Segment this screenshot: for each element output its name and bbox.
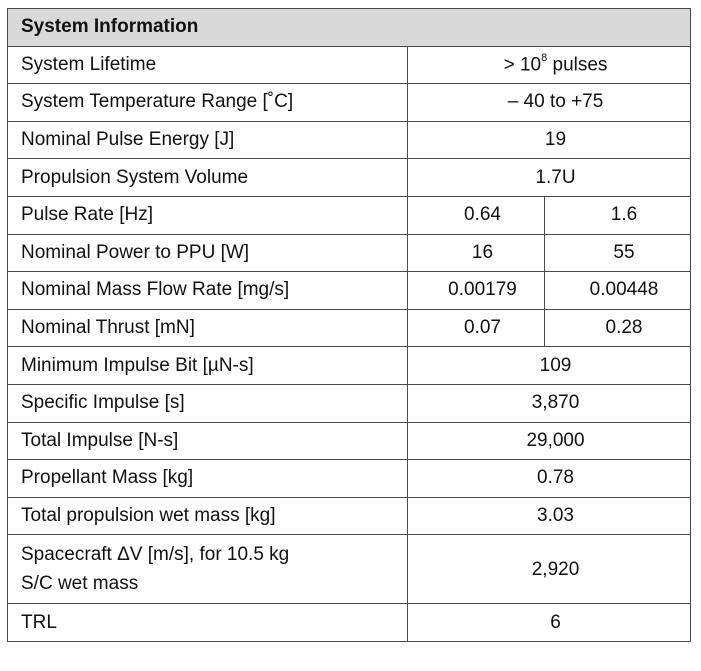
table-row: Nominal Power to PPU [W] 16 55 [7, 233, 691, 273]
row-value-high: 1.6 [544, 195, 691, 235]
row-value-low: 0.64 [407, 195, 545, 235]
row-value: 3.03 [407, 496, 691, 536]
table-row: Propellant Mass [kg] 0.78 [7, 459, 691, 498]
row-value-low: 0.00179 [407, 271, 545, 310]
row-value: 1.7U [407, 158, 691, 197]
table-row: System Lifetime > 108 pulses [7, 45, 691, 85]
row-value-low: 0.07 [407, 308, 545, 348]
table-row: Total Impulse [N-s] 29,000 [7, 421, 691, 461]
table-row: Specific Impulse [s] 3,870 [7, 383, 691, 423]
row-value-high: 55 [544, 233, 691, 273]
row-label: Total Impulse [N-s] [7, 421, 408, 461]
row-label: Pulse Rate [Hz] [7, 195, 408, 235]
table-row: Pulse Rate [Hz] 0.64 1.6 [7, 195, 691, 235]
table-row: Propulsion System Volume 1.7U [7, 158, 691, 197]
table-row: Nominal Mass Flow Rate [mg/s] 0.00179 0.… [7, 271, 691, 310]
table-header-row: System Information [7, 8, 691, 47]
row-label: Nominal Mass Flow Rate [mg/s] [7, 271, 408, 310]
row-value-low: 16 [407, 233, 545, 273]
row-label: Nominal Thrust [mN] [7, 308, 408, 348]
row-label: System Lifetime [7, 45, 408, 85]
row-label: System Temperature Range [˚C] [7, 83, 408, 122]
table-header: System Information [7, 8, 691, 47]
row-label: Propellant Mass [kg] [7, 459, 408, 498]
row-label: Nominal Power to PPU [W] [7, 233, 408, 273]
table-row: Nominal Thrust [mN] 0.07 0.28 [7, 308, 691, 348]
row-value-high: 0.00448 [544, 271, 691, 310]
table-row: TRL 6 [7, 603, 691, 642]
row-label: Propulsion System Volume [7, 158, 408, 197]
row-value: 19 [407, 120, 691, 160]
row-label: Nominal Pulse Energy [J] [7, 120, 408, 160]
row-label: Minimum Impulse Bit [µN-s] [7, 346, 408, 385]
table-row: Minimum Impulse Bit [µN-s] 109 [7, 346, 691, 385]
row-value: 109 [407, 346, 691, 385]
row-value: 3,870 [407, 383, 691, 423]
row-value: 0.78 [407, 459, 691, 498]
row-value: 29,000 [407, 421, 691, 461]
row-label: TRL [7, 603, 408, 642]
row-value: > 108 pulses [407, 45, 691, 85]
row-value: – 40 to +75 [407, 83, 691, 122]
row-label: Spacecraft ΔV [m/s], for 10.5 kg S/C wet… [7, 534, 408, 605]
table-row: Total propulsion wet mass [kg] 3.03 [7, 496, 691, 536]
table-row: Spacecraft ΔV [m/s], for 10.5 kg S/C wet… [7, 534, 691, 605]
table-row: System Temperature Range [˚C] – 40 to +7… [7, 83, 691, 122]
row-value-high: 0.28 [544, 308, 691, 348]
table-row: Nominal Pulse Energy [J] 19 [7, 120, 691, 160]
row-label: Specific Impulse [s] [7, 383, 408, 423]
row-value: 6 [407, 603, 691, 642]
row-label: Total propulsion wet mass [kg] [7, 496, 408, 536]
system-information-table: System Information System Lifetime > 108… [7, 8, 691, 642]
row-value: 2,920 [407, 534, 691, 605]
